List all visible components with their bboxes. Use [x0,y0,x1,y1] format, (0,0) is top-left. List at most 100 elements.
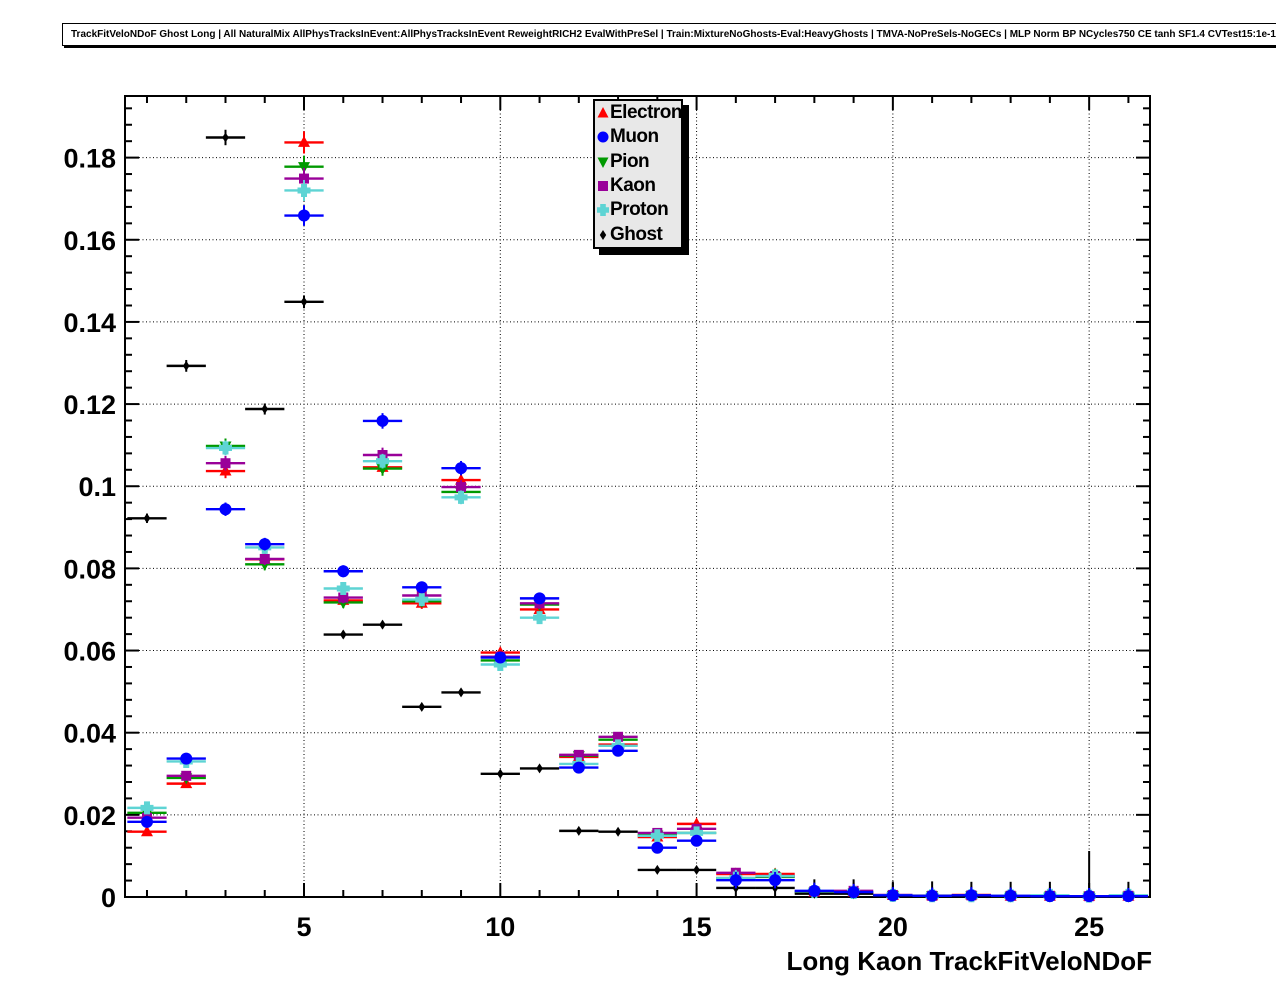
legend-label: Pion [610,150,650,172]
legend-label: Muon [610,126,659,148]
data-point-electron-x9 [455,473,468,485]
data-point-ghost-x7 [379,619,386,630]
data-point-kaon-x3 [220,458,231,469]
data-point-ghost-x9 [457,687,465,698]
x-axis-title: Long Kaon TrackFitVeloNDoF [786,946,1152,976]
data-point-muon-x19 [847,886,860,899]
data-point-muon-x1 [140,815,153,828]
data-point-muon-x12 [572,761,585,774]
data-point-muon-x25 [1083,890,1096,903]
data-point-muon-x9 [455,462,468,475]
data-point-muon-x6 [337,565,350,578]
y-tick-label: 0.04 [63,719,116,749]
y-tick-label: 0.18 [63,144,116,174]
kaon-marker-icon [598,181,608,192]
ghost-marker-icon [599,229,607,240]
legend-item-electron: Electron [595,101,683,125]
legend-label: Electron [610,102,683,124]
data-point-muon-x23 [1004,889,1017,902]
x-tick-label: 15 [682,912,712,942]
data-point-proton-x7 [376,454,390,468]
data-point-muon-x26 [1122,890,1135,903]
data-point-muon-x21 [926,889,939,902]
data-point-kaon-x13 [613,731,624,742]
legend-label: Proton [610,199,669,221]
legend-item-ghost: Ghost [595,223,681,247]
y-tick-label: 0.08 [63,554,116,584]
data-point-electron-x5 [298,135,311,147]
legend-box: Electron Muon Pion Kaon Proton Ghost [593,99,683,249]
y-tick-label: 0 [101,883,116,913]
data-point-muon-x24 [1043,890,1056,903]
data-point-proton-x11 [533,611,547,625]
data-point-proton-x3 [218,441,232,455]
legend-label: Kaon [610,175,656,197]
muon-marker-icon [597,131,609,143]
data-point-proton-x1 [140,801,154,815]
x-tick-label: 5 [296,912,311,942]
data-point-muon-x13 [612,744,625,757]
data-point-kaon-x4 [259,553,270,564]
data-point-muon-x16 [729,874,742,887]
axis-ticks [125,96,1150,898]
y-tick-label: 0.1 [78,472,116,502]
y-tick-label: 0.06 [63,637,116,667]
data-point-ghost-x15 [693,864,700,875]
electron-marker-icon [597,107,609,118]
data-point-ghost-x4 [261,404,269,415]
proton-marker-icon [597,204,609,217]
legend-item-pion: Pion [595,150,681,174]
data-point-muon-x4 [258,538,271,551]
legend-item-proton: Proton [595,198,681,222]
data-point-muon-x2 [180,752,193,765]
data-point-muon-x3 [219,503,232,516]
plot-frame [124,95,1151,898]
data-point-muon-x11 [533,592,546,605]
y-tick-label: 0.12 [63,390,116,420]
data-point-proton-x6 [336,582,350,596]
x-tick-label: 10 [485,912,515,942]
axis-tick-labels: 0 0.02 0.04 0.06 0.08 0.1 0.12 0.14 0.16 0.18 5 10 1… [63,144,1104,942]
data-point-electron-x1 [140,825,153,837]
data-point-ghost-x13 [614,826,622,837]
grid-lines [125,96,1150,897]
data-point-kaon-x6 [338,592,349,603]
series-muon [127,205,1149,903]
data-point-muon-x15 [690,834,703,847]
series-pion [127,155,1149,903]
data-point-ghost-x12 [575,825,583,836]
y-tick-label: 0.16 [63,226,116,256]
data-point-proton-x9 [454,490,468,504]
x-tick-label: 25 [1074,912,1104,942]
data-point-kaon-x9 [456,482,467,493]
data-point-muon-x22 [965,889,978,902]
data-point-proton-x5 [297,183,311,197]
data-point-ghost-x2 [182,360,190,371]
legend-label: Ghost [610,223,663,245]
data-point-ghost-x10 [496,768,504,779]
data-point-muon-x20 [886,889,899,902]
data-point-proton-x14 [650,829,664,843]
legend-item-kaon: Kaon [595,174,681,198]
data-point-kaon-x2 [181,770,192,781]
data-point-muon-x8 [415,581,428,594]
series-proton [127,179,1149,903]
legend-item-muon: Muon [595,125,681,149]
y-tick-label: 0.14 [63,308,116,338]
data-point-proton-x10 [493,658,507,672]
plot-title: TrackFitVeloNDoF Ghost Long | All Natura… [62,23,1276,46]
series-kaon [127,167,1149,902]
data-point-ghost-x11 [536,763,543,774]
data-point-muon-x14 [651,841,664,854]
data-point-ghost-x14 [654,864,661,875]
data-point-kaon-x12 [573,749,584,760]
data-point-pion-x5 [298,162,311,174]
data-point-ghost-x1 [143,513,151,524]
data-point-kaon-x5 [299,173,310,184]
data-point-muon-x5 [298,209,311,222]
data-point-ghost-x5 [300,296,308,307]
data-point-ghost-x6 [339,629,347,640]
data-point-ghost-x8 [418,701,426,712]
data-point-muon-x17 [769,874,782,887]
